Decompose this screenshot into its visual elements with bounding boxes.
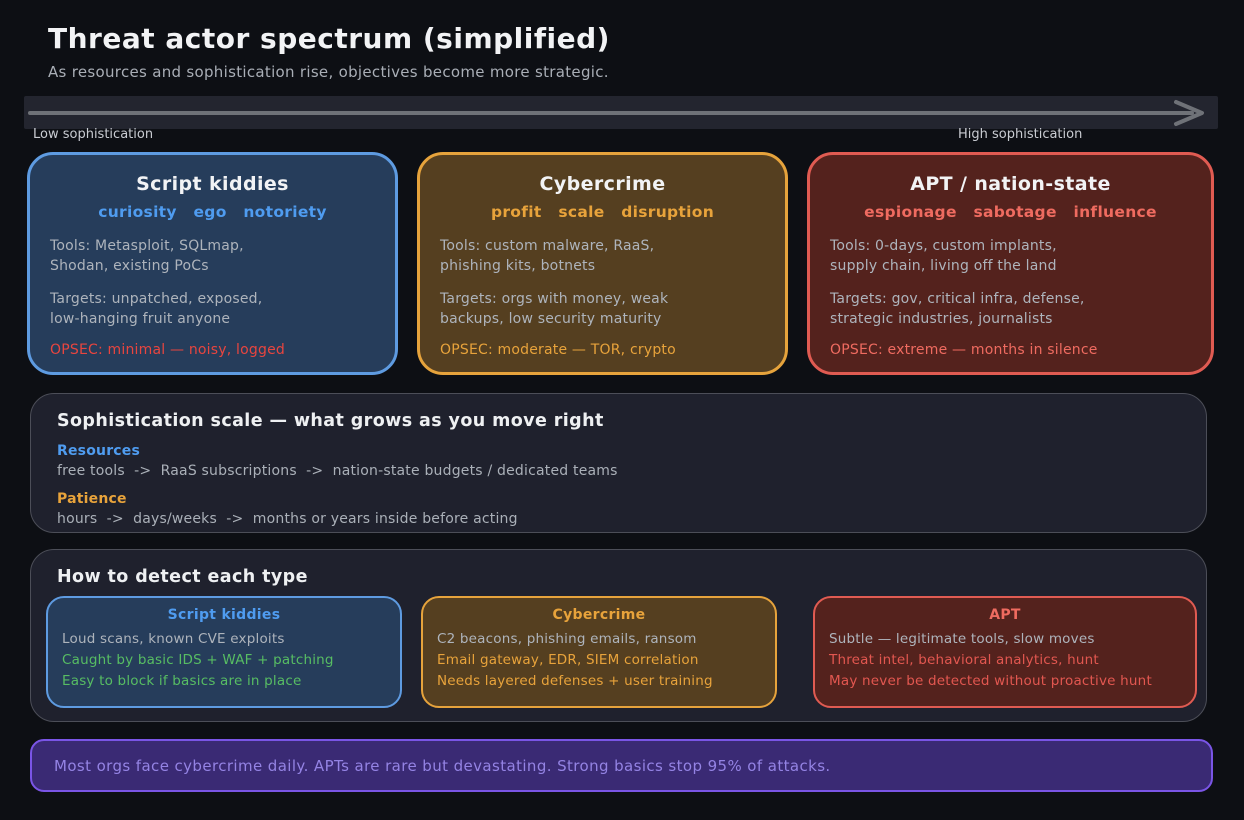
actor-card-apt-nation-state: APT / nation-state espionage sabotage in… <box>807 152 1214 375</box>
card-title: Cybercrime <box>539 173 666 195</box>
right-arrow-icon <box>28 100 1204 126</box>
card-opsec: OPSEC: minimal — noisy, logged <box>50 342 285 358</box>
detect-line: Needs layered defenses + user training <box>437 673 713 689</box>
panel-title: Sophistication scale — what grows as you… <box>57 411 604 431</box>
resources-line: free tools -> RaaS subscriptions -> nati… <box>57 463 618 479</box>
page-subtitle: As resources and sophistication rise, ob… <box>48 63 609 81</box>
panel-title: How to detect each type <box>57 567 308 587</box>
page-title: Threat actor spectrum (simplified) <box>48 22 610 55</box>
actor-card-script-kiddies: Script kiddies curiosity ego notoriety T… <box>27 152 398 375</box>
card-keywords: profit scale disruption <box>490 203 715 221</box>
detect-card-cybercrime: Cybercrime C2 beacons, phishing emails, … <box>421 596 777 708</box>
detect-line: May never be detected without proactive … <box>829 673 1152 689</box>
card-keywords: curiosity ego notoriety <box>98 203 327 221</box>
detect-card-title: APT <box>989 607 1021 623</box>
resources-label: Resources <box>57 443 141 459</box>
card-opsec: OPSEC: moderate — TOR, crypto <box>440 342 676 358</box>
detect-line: Email gateway, EDR, SIEM correlation <box>437 652 699 668</box>
detect-card-script-kiddies: Script kiddies Loud scans, known CVE exp… <box>46 596 402 708</box>
patience-line: hours -> days/weeks -> months or years i… <box>57 511 518 527</box>
card-title: APT / nation-state <box>910 173 1111 195</box>
detect-card-title: Script kiddies <box>167 607 281 623</box>
axis-label-high-sophistication: High sophistication <box>958 127 1083 142</box>
card-targets: Targets: unpatched, exposed, low-hanging… <box>50 291 263 327</box>
sophistication-scale-panel: Sophistication scale — what grows as you… <box>30 393 1207 533</box>
card-opsec: OPSEC: extreme — months in silence <box>830 342 1098 358</box>
detection-panel: How to detect each type Script kiddies L… <box>30 549 1207 722</box>
card-tools: Tools: Metasploit, SQLmap, Shodan, exist… <box>50 238 244 274</box>
card-targets: Targets: orgs with money, weak backups, … <box>440 291 669 327</box>
detect-line: Loud scans, known CVE exploits <box>62 631 285 647</box>
detect-line: C2 beacons, phishing emails, ransom <box>437 631 697 647</box>
detect-line: Caught by basic IDS + WAF + patching <box>62 652 334 668</box>
card-tools: Tools: 0-days, custom implants, supply c… <box>830 238 1057 274</box>
detect-card-apt: APT Subtle — legitimate tools, slow move… <box>813 596 1197 708</box>
card-title: Script kiddies <box>136 173 289 195</box>
sophistication-axis <box>24 96 1218 129</box>
summary-banner-text: Most orgs face cybercrime daily. APTs ar… <box>54 756 831 775</box>
axis-label-low-sophistication: Low sophistication <box>33 127 154 142</box>
detect-line: Subtle — legitimate tools, slow moves <box>829 631 1095 647</box>
card-tools: Tools: custom malware, RaaS, phishing ki… <box>440 238 655 274</box>
card-keywords: espionage sabotage influence <box>864 203 1157 221</box>
actor-card-cybercrime: Cybercrime profit scale disruption Tools… <box>417 152 788 375</box>
patience-label: Patience <box>57 491 127 507</box>
card-targets: Targets: gov, critical infra, defense, s… <box>830 291 1085 327</box>
summary-banner: Most orgs face cybercrime daily. APTs ar… <box>30 739 1213 792</box>
detect-line: Easy to block if basics are in place <box>62 673 302 689</box>
detect-card-title: Cybercrime <box>552 607 646 623</box>
detect-line: Threat intel, behavioral analytics, hunt <box>829 652 1099 668</box>
